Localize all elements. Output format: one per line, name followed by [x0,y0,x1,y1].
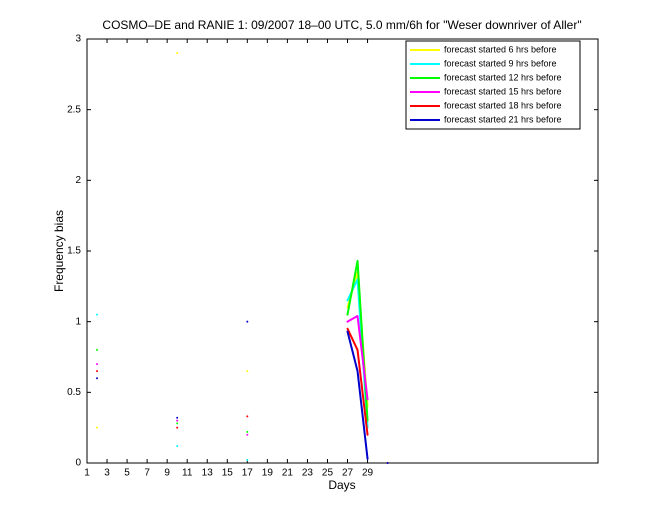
x-tick-label: 13 [202,468,214,479]
y-tick-label: 1.5 [67,246,81,257]
legend-label: forecast started 21 hrs before [444,114,562,124]
y-tick-label: 0.5 [67,387,81,398]
x-tick-label: 3 [104,468,110,479]
x-tick-label: 5 [124,468,130,479]
x-tick-label: 1 [84,468,90,479]
legend-label: forecast started 12 hrs before [444,72,562,82]
x-tick-label: 25 [322,468,334,479]
y-tick-label: 2.5 [67,104,81,115]
y-tick-label: 2 [75,175,81,186]
y-tick-label: 1 [75,316,81,327]
x-tick-label: 17 [242,468,254,479]
x-tick-label: 21 [282,468,294,479]
legend-label: forecast started 18 hrs before [444,100,562,110]
chart-title: COSMO–DE and RANIE 1: 09/2007 18–00 UTC,… [102,18,581,32]
x-tick-label: 27 [342,468,354,479]
x-tick-label: 11 [182,468,193,479]
series-line [96,327,389,464]
x-tick-label: 15 [222,468,234,479]
y-tick-label: 3 [75,34,81,45]
x-tick-label: 23 [302,468,314,479]
legend-label: forecast started 9 hrs before [444,58,557,68]
y-axis-label: Frequency bias [52,210,66,292]
series-line [96,320,389,464]
y-tick-label: 0 [75,458,81,469]
x-tick-label: 19 [262,468,274,479]
x-axis-label: Days [328,478,355,492]
series-line [96,52,389,464]
series-line [96,259,389,464]
series-line [96,315,389,464]
legend-label: forecast started 15 hrs before [444,86,562,96]
x-tick-label: 7 [144,468,150,479]
legend-box [405,40,581,130]
x-tick-label: 9 [164,468,170,479]
x-tick-label: 29 [362,468,374,479]
series-line [96,278,389,464]
legend-label: forecast started 6 hrs before [444,44,557,54]
